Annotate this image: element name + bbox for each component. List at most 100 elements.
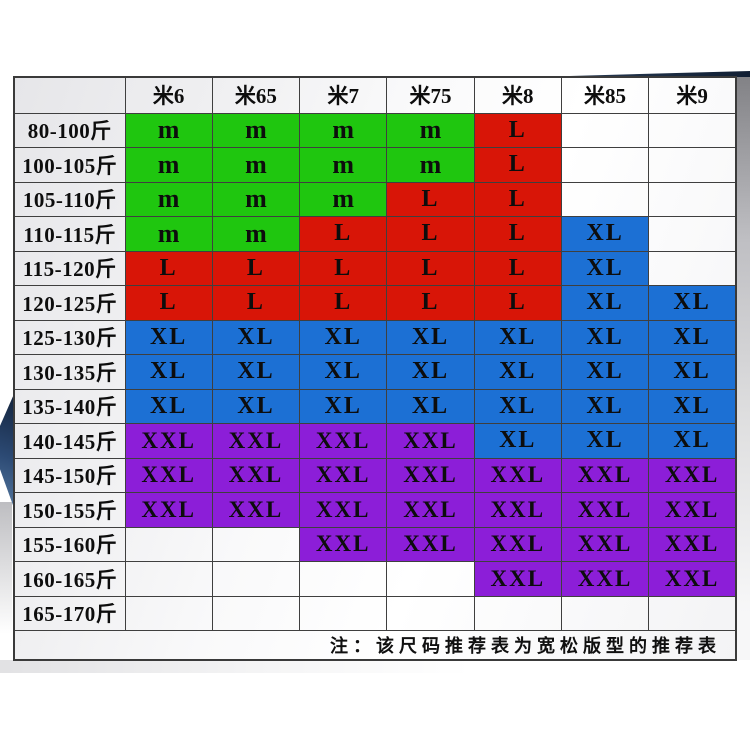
- size-cell: XL: [211, 354, 301, 390]
- size-cell: m: [299, 112, 388, 148]
- background-gray-strip-right: [737, 77, 750, 660]
- size-cell: XXL: [211, 457, 301, 493]
- column-header-height: 米6: [124, 76, 213, 114]
- size-cell: XXL: [560, 526, 650, 562]
- size-cell: L: [473, 112, 562, 148]
- column-header-height: 米75: [386, 76, 475, 114]
- size-cell: m: [386, 147, 475, 183]
- size-cell: L: [211, 285, 301, 321]
- table-header: 米6 米65 米7 米75 米8 米85 米9: [13, 76, 737, 114]
- empty-cell: [124, 595, 213, 631]
- size-cell: m: [211, 112, 301, 148]
- size-cell: L: [299, 250, 388, 286]
- row-label-weight: 160-165斤: [13, 561, 126, 597]
- empty-cell: [648, 147, 737, 183]
- size-cell: XXL: [560, 457, 650, 493]
- column-header-height: 米8: [473, 76, 562, 114]
- row-label-weight: 110-115斤: [13, 216, 126, 252]
- empty-cell: [648, 595, 737, 631]
- empty-cell: [648, 181, 737, 217]
- size-cell: XL: [560, 216, 650, 252]
- size-cell: m: [124, 216, 213, 252]
- size-cell: XXL: [473, 526, 562, 562]
- empty-cell: [386, 595, 475, 631]
- size-cell: m: [386, 112, 475, 148]
- table-row: 150-155斤 XXL XXL XXL XXL XXL XXL XXL: [13, 492, 737, 528]
- table-row: 125-130斤 XL XL XL XL XL XL XL: [13, 319, 737, 355]
- size-cell: XL: [299, 319, 388, 355]
- row-label-weight: 115-120斤: [13, 250, 126, 286]
- background-gray-smudge-bottom: [0, 660, 470, 673]
- empty-cell: [648, 112, 737, 148]
- row-label-weight: 80-100斤: [13, 112, 126, 148]
- empty-cell: [299, 595, 388, 631]
- size-cell: L: [473, 181, 562, 217]
- size-cell: XXL: [211, 423, 301, 459]
- table-row: 155-160斤 XXL XXL XXL XXL XXL: [13, 526, 737, 562]
- size-cell: XXL: [648, 526, 737, 562]
- size-cell: XL: [560, 285, 650, 321]
- size-cell: XXL: [386, 423, 475, 459]
- empty-cell: [560, 181, 650, 217]
- size-cell: m: [211, 181, 301, 217]
- size-cell: XXL: [648, 561, 737, 597]
- size-cell: L: [473, 250, 562, 286]
- empty-cell: [648, 250, 737, 286]
- empty-cell: [560, 147, 650, 183]
- size-cell: XL: [299, 354, 388, 390]
- size-cell: XL: [473, 423, 562, 459]
- size-cell: XXL: [386, 526, 475, 562]
- size-cell: XL: [648, 285, 737, 321]
- size-cell: XL: [648, 423, 737, 459]
- row-label-weight: 120-125斤: [13, 285, 126, 321]
- empty-cell: [560, 112, 650, 148]
- size-cell: XXL: [211, 492, 301, 528]
- size-cell: XXL: [299, 423, 388, 459]
- size-cell: XL: [648, 354, 737, 390]
- size-cell: XL: [648, 319, 737, 355]
- column-header-height: 米9: [648, 76, 737, 114]
- header-row: 米6 米65 米7 米75 米8 米85 米9: [13, 76, 737, 114]
- table-row: 165-170斤: [13, 595, 737, 631]
- row-label-weight: 150-155斤: [13, 492, 126, 528]
- row-label-weight: 130-135斤: [13, 354, 126, 390]
- size-cell: XXL: [473, 561, 562, 597]
- size-cell: XXL: [648, 457, 737, 493]
- size-cell: m: [124, 147, 213, 183]
- size-cell: XL: [473, 354, 562, 390]
- size-cell: XL: [124, 319, 213, 355]
- size-cell: XXL: [473, 492, 562, 528]
- size-cell: XXL: [386, 492, 475, 528]
- size-cell: m: [211, 147, 301, 183]
- table-row: 100-105斤 m m m m L: [13, 147, 737, 183]
- size-cell: XXL: [124, 423, 213, 459]
- size-cell: XXL: [124, 457, 213, 493]
- row-label-weight: 105-110斤: [13, 181, 126, 217]
- size-cell: L: [473, 285, 562, 321]
- background-navy-triangle-left: [0, 394, 14, 508]
- empty-cell: [211, 526, 301, 562]
- size-cell: XL: [560, 354, 650, 390]
- empty-cell: [560, 595, 650, 631]
- row-label-weight: 155-160斤: [13, 526, 126, 562]
- size-cell: XL: [211, 319, 301, 355]
- empty-cell: [473, 595, 562, 631]
- size-cell: XL: [473, 319, 562, 355]
- row-label-weight: 125-130斤: [13, 319, 126, 355]
- row-label-weight: 140-145斤: [13, 423, 126, 459]
- empty-cell: [124, 526, 213, 562]
- table-row: 105-110斤 m m m L L: [13, 181, 737, 217]
- empty-cell: [299, 561, 388, 597]
- row-label-weight: 165-170斤: [13, 595, 126, 631]
- size-cell: XL: [560, 388, 650, 424]
- row-label-weight: 100-105斤: [13, 147, 126, 183]
- note-text: 注：该尺码推荐表为宽松版型的推荐表: [13, 630, 737, 660]
- size-cell: XL: [648, 388, 737, 424]
- table-row: 130-135斤 XL XL XL XL XL XL XL: [13, 354, 737, 390]
- size-cell: XL: [386, 354, 475, 390]
- size-cell: XXL: [473, 457, 562, 493]
- size-cell: XXL: [560, 492, 650, 528]
- size-cell: XL: [124, 388, 213, 424]
- corner-cell: [13, 76, 126, 114]
